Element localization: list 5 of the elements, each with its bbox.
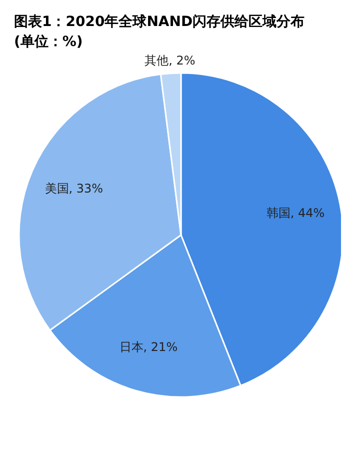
chart-title: 图表1：2020年全球NAND闪存供给区域分布(单位：%)	[13, 13, 306, 52]
slice-label: 其他, 2%	[144, 53, 196, 68]
slice-label: 韩国, 44%	[266, 206, 325, 220]
slice-label: 日本, 21%	[119, 340, 178, 354]
slice-label: 美国, 33%	[44, 182, 104, 196]
